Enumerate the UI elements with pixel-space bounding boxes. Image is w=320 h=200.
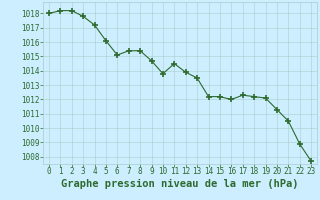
X-axis label: Graphe pression niveau de la mer (hPa): Graphe pression niveau de la mer (hPa) xyxy=(61,179,299,189)
